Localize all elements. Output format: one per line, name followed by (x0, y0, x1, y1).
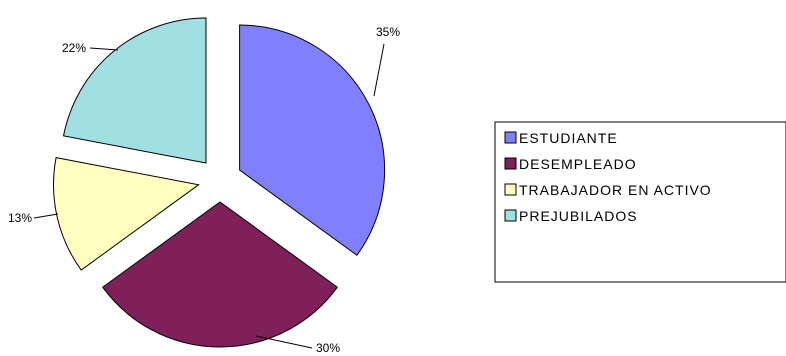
data-label: 13% (8, 211, 32, 225)
data-label: 22% (62, 41, 86, 55)
legend-label: DESEMPLEADO (519, 156, 637, 172)
leader-line (89, 47, 119, 51)
data-label: 35% (376, 25, 400, 39)
leader-line (255, 335, 313, 349)
legend-label: TRABAJADOR EN ACTIVO (519, 182, 712, 198)
pie-slice-desempleado (101, 201, 339, 348)
legend-swatch (504, 157, 517, 170)
legend-swatch (504, 183, 517, 196)
legend-label: PREJUBILADOS (519, 208, 638, 224)
legend-frame (494, 121, 786, 283)
pie-slice-prejubilados (62, 17, 207, 164)
legend: ESTUDIANTE DESEMPLEADO TRABAJADOR EN ACTIV… (494, 121, 786, 283)
pie-slice-estudiante (239, 24, 386, 256)
legend-label: ESTUDIANTE (519, 130, 618, 146)
legend-swatch (504, 131, 517, 144)
leader-line (33, 213, 59, 219)
leader-line (373, 43, 385, 97)
pie-slices (53, 17, 386, 348)
pie-slice-trabajador-en-activo (53, 157, 200, 271)
data-labels: 35% 30% 13% 22% (8, 25, 400, 355)
leader-lines (33, 43, 385, 349)
legend-swatch (504, 209, 517, 222)
data-label: 30% (316, 341, 340, 355)
